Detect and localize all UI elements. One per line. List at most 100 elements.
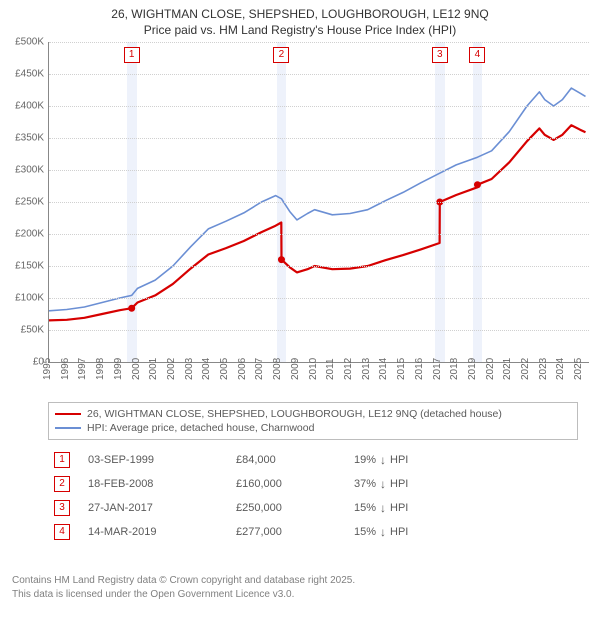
gridline [49,106,589,107]
x-tick-label: 1999 [113,358,124,380]
gridline [49,330,589,331]
chart-title: 26, WIGHTMAN CLOSE, SHEPSHED, LOUGHBOROU… [0,0,600,38]
sale-price: £277,000 [236,526,336,538]
legend-item: HPI: Average price, detached house, Char… [55,421,571,435]
x-tick-label: 2001 [148,358,159,380]
legend-label: HPI: Average price, detached house, Char… [87,422,314,434]
gridline [49,138,589,139]
sale-marker: 4 [469,47,485,63]
y-tick-label: £300K [0,165,44,176]
x-tick-label: 2002 [166,358,177,380]
arrow-down-icon: ↓ [380,453,386,467]
y-tick-label: £100K [0,293,44,304]
x-tick-label: 2019 [467,358,478,380]
legend-swatch [55,413,81,415]
sale-price: £250,000 [236,502,336,514]
legend-swatch [55,427,81,429]
x-tick-label: 2005 [219,358,230,380]
sales-row: 1 03-SEP-1999 £84,000 19% ↓ HPI [48,448,578,472]
sales-row: 4 14-MAR-2019 £277,000 15% ↓ HPI [48,520,578,544]
sale-point [128,305,135,312]
y-tick-label: £450K [0,69,44,80]
series-hpi [49,88,586,311]
delta-suffix: HPI [390,478,408,490]
x-tick-label: 2013 [361,358,372,380]
y-tick-label: £500K [0,37,44,48]
arrow-down-icon: ↓ [380,477,386,491]
gridline [49,266,589,267]
sale-date: 03-SEP-1999 [88,454,218,466]
y-tick-label: £350K [0,133,44,144]
x-tick-label: 1998 [95,358,106,380]
sale-number-box: 2 [54,476,70,492]
sale-price: £160,000 [236,478,336,490]
y-tick-label: £50K [0,325,44,336]
y-tick-label: £400K [0,101,44,112]
arrow-down-icon: ↓ [380,501,386,515]
x-tick-label: 2021 [502,358,513,380]
x-tick-label: 2007 [254,358,265,380]
delta-suffix: HPI [390,454,408,466]
sale-delta: 19% ↓ HPI [354,453,408,467]
plot-area: 1 2 3 4 [48,42,589,363]
page-root: 26, WIGHTMAN CLOSE, SHEPSHED, LOUGHBOROU… [0,0,600,620]
sale-marker: 3 [432,47,448,63]
sales-table: 1 03-SEP-1999 £84,000 19% ↓ HPI 2 18-FEB-2008… [48,448,578,544]
sale-number-box: 3 [54,500,70,516]
footer-line-1: Contains HM Land Registry data © Crown c… [12,574,588,588]
y-tick-label: £150K [0,261,44,272]
sale-number-box: 1 [54,452,70,468]
x-tick-label: 2004 [201,358,212,380]
sale-delta: 15% ↓ HPI [354,501,408,515]
x-tick-label: 2025 [573,358,584,380]
x-tick-label: 2018 [449,358,460,380]
gridline [49,42,589,43]
legend-item: 26, WIGHTMAN CLOSE, SHEPSHED, LOUGHBOROU… [55,407,571,421]
x-tick-label: 2014 [378,358,389,380]
x-tick-label: 2015 [396,358,407,380]
sale-delta: 37% ↓ HPI [354,477,408,491]
sale-delta: 15% ↓ HPI [354,525,408,539]
sale-date: 18-FEB-2008 [88,478,218,490]
sale-point [474,181,481,188]
x-tick-label: 2008 [272,358,283,380]
title-line-2: Price paid vs. HM Land Registry's House … [0,22,600,38]
sale-marker: 1 [124,47,140,63]
x-tick-label: 2000 [131,358,142,380]
sale-price: £84,000 [236,454,336,466]
x-tick-label: 2016 [414,358,425,380]
x-tick-label: 1996 [60,358,71,380]
sale-point [278,256,285,263]
delta-suffix: HPI [390,526,408,538]
sales-row: 2 18-FEB-2008 £160,000 37% ↓ HPI [48,472,578,496]
x-axis-labels: 1995199619971998199920002001200220032004… [48,364,588,394]
gridline [49,74,589,75]
x-tick-label: 2024 [555,358,566,380]
sales-row: 3 27-JAN-2017 £250,000 15% ↓ HPI [48,496,578,520]
gridline [49,170,589,171]
y-tick-label: £200K [0,229,44,240]
gridline [49,202,589,203]
x-tick-label: 2023 [538,358,549,380]
x-tick-label: 2020 [485,358,496,380]
arrow-down-icon: ↓ [380,525,386,539]
x-tick-label: 2003 [184,358,195,380]
sale-date: 14-MAR-2019 [88,526,218,538]
gridline [49,234,589,235]
x-tick-label: 2011 [325,358,336,380]
x-tick-label: 2022 [520,358,531,380]
sale-number-box: 4 [54,524,70,540]
footer-line-2: This data is licensed under the Open Gov… [12,588,588,602]
sale-marker: 2 [273,47,289,63]
x-tick-label: 2006 [237,358,248,380]
delta-suffix: HPI [390,502,408,514]
legend-label: 26, WIGHTMAN CLOSE, SHEPSHED, LOUGHBOROU… [87,408,502,420]
x-tick-label: 2010 [308,358,319,380]
gridline [49,298,589,299]
legend: 26, WIGHTMAN CLOSE, SHEPSHED, LOUGHBOROU… [48,402,578,440]
x-tick-label: 2009 [290,358,301,380]
sale-date: 27-JAN-2017 [88,502,218,514]
footer: Contains HM Land Registry data © Crown c… [12,574,588,601]
x-tick-label: 2012 [343,358,354,380]
y-tick-label: £250K [0,197,44,208]
